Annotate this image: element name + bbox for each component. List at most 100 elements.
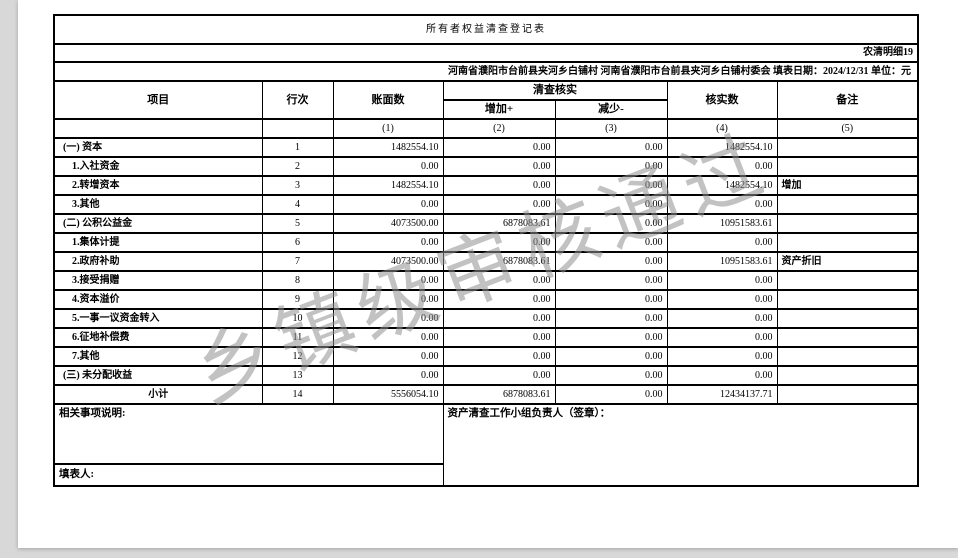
cell-row-no: 8 <box>261 270 334 291</box>
cell-verified: 0.00 <box>666 346 778 367</box>
notes-label: 相关事项说明: <box>59 408 126 419</box>
cell-decrease: 0.00 <box>554 289 668 310</box>
column-code-row: (1) (2) (3) (4) (5) <box>53 118 919 139</box>
cell-book-value: 4073500.00 <box>332 251 444 272</box>
cell-decrease: 0.00 <box>554 308 668 329</box>
cell-increase: 0.00 <box>442 137 556 158</box>
cell-remark <box>776 327 919 348</box>
cell-book-value: 0.00 <box>332 194 444 215</box>
table-row: (一) 资本 1 1482554.10 0.00 0.00 1482554.10 <box>53 137 919 158</box>
cell-book-value: 0.00 <box>332 270 444 291</box>
cell-item: 4.资本溢价 <box>53 289 263 310</box>
info-row: 河南省濮阳市台前县夹河乡白铺村 河南省濮阳市台前县夹河乡白铺村委会 填表日期：2… <box>53 61 919 82</box>
cell-book-value: 0.00 <box>332 289 444 310</box>
cell-increase: 0.00 <box>442 289 556 310</box>
table-row: 2.转增资本 3 1482554.10 0.00 0.00 1482554.10… <box>53 175 919 196</box>
cell-remark <box>776 308 919 329</box>
cell-increase: 0.00 <box>442 270 556 291</box>
cell-increase: 6878083.61 <box>442 251 556 272</box>
preparer-box: 填表人: <box>55 463 442 484</box>
cell-row-no: 5 <box>261 213 334 234</box>
cell-row-no: 1 <box>261 137 334 158</box>
cell-remark <box>776 137 919 158</box>
cell-item: 小计 <box>53 384 263 405</box>
header-item: 项目 <box>53 80 263 120</box>
doc-code-row: 农清明细19 <box>53 43 919 63</box>
cell-row-no: 9 <box>261 289 334 310</box>
cell-remark <box>776 346 919 367</box>
cell-row-no: 2 <box>261 156 334 177</box>
cell-row-no: 14 <box>261 384 334 405</box>
cell-increase: 6878083.61 <box>442 384 556 405</box>
cell-row-no: 3 <box>261 175 334 196</box>
cell-book-value: 5556054.10 <box>332 384 444 405</box>
cell-remark <box>776 384 919 405</box>
table-row: 3.接受捐赠 8 0.00 0.00 0.00 0.00 <box>53 270 919 291</box>
table-row: 3.其他 4 0.00 0.00 0.00 0.00 <box>53 194 919 215</box>
table-row: 6.征地补偿费 11 0.00 0.00 0.00 0.00 <box>53 327 919 348</box>
cell-increase: 6878083.61 <box>442 213 556 234</box>
cell-verified: 0.00 <box>666 327 778 348</box>
cell-item: 3.其他 <box>53 194 263 215</box>
table-row: (二) 公积公益金 5 4073500.00 6878083.61 0.00 1… <box>53 213 919 234</box>
cell-verified: 10951583.61 <box>666 213 778 234</box>
cell-decrease: 0.00 <box>554 194 668 215</box>
page-title: 所有者权益清查登记表 <box>53 14 919 45</box>
cell-remark <box>776 156 919 177</box>
code-cell: (5) <box>776 118 919 139</box>
cell-book-value: 0.00 <box>332 156 444 177</box>
footer-row: 相关事项说明: 填表人: 资产清查工作小组负责人（签章）： <box>53 403 919 487</box>
cell-item: 5.一事一议资金转入 <box>53 308 263 329</box>
header-row-no: 行次 <box>261 80 334 120</box>
cell-item: 6.征地补偿费 <box>53 327 263 348</box>
cell-item: 7.其他 <box>53 346 263 367</box>
table-row: (三) 未分配收益 13 0.00 0.00 0.00 0.00 <box>53 365 919 386</box>
table-row: 1.入社资金 2 0.00 0.00 0.00 0.00 <box>53 156 919 177</box>
cell-item: 1.入社资金 <box>53 156 263 177</box>
cell-book-value: 0.00 <box>332 308 444 329</box>
equity-inventory-table: 所有者权益清查登记表 农清明细19 河南省濮阳市台前县夹河乡白铺村 河南省濮阳市… <box>53 14 920 487</box>
cell-remark <box>776 289 919 310</box>
cell-book-value: 0.00 <box>332 327 444 348</box>
cell-verified: 1482554.10 <box>666 175 778 196</box>
table-row: 4.资本溢价 9 0.00 0.00 0.00 0.00 <box>53 289 919 310</box>
cell-verified: 12434137.71 <box>666 384 778 405</box>
cell-increase: 0.00 <box>442 365 556 386</box>
cell-remark: 增加 <box>776 175 919 196</box>
cell-row-no: 4 <box>261 194 334 215</box>
cell-decrease: 0.00 <box>554 232 668 253</box>
cell-decrease: 0.00 <box>554 270 668 291</box>
cell-increase: 0.00 <box>442 327 556 348</box>
cell-verified: 1482554.10 <box>666 137 778 158</box>
cell-item: 3.接受捐赠 <box>53 270 263 291</box>
cell-remark <box>776 365 919 386</box>
cell-item: (二) 公积公益金 <box>53 213 263 234</box>
notes-box: 相关事项说明: <box>55 406 442 463</box>
code-cell: (1) <box>332 118 444 139</box>
table-row: 7.其他 12 0.00 0.00 0.00 0.00 <box>53 346 919 367</box>
cell-item: (一) 资本 <box>53 137 263 158</box>
code-cell: (4) <box>666 118 778 139</box>
table-row: 1.集体计提 6 0.00 0.00 0.00 0.00 <box>53 232 919 253</box>
cell-row-no: 7 <box>261 251 334 272</box>
footer-right-cell: 资产清查工作小组负责人（签章）： <box>442 403 919 487</box>
cell-verified: 0.00 <box>666 194 778 215</box>
header-verify-group: 清查核实 <box>442 80 668 101</box>
cell-verified: 0.00 <box>666 270 778 291</box>
header-row-1: 项目 行次 账面数 清查核实 核实数 备注 <box>53 80 919 120</box>
cell-increase: 0.00 <box>442 175 556 196</box>
cell-book-value: 1482554.10 <box>332 137 444 158</box>
cell-book-value: 0.00 <box>332 365 444 386</box>
cell-item: 2.政府补助 <box>53 251 263 272</box>
report-page: 所有者权益清查登记表 农清明细19 河南省濮阳市台前县夹河乡白铺村 河南省濮阳市… <box>18 0 958 548</box>
title-row: 所有者权益清查登记表 <box>53 14 919 45</box>
preparer-label: 填表人: <box>59 469 94 480</box>
cell-decrease: 0.00 <box>554 384 668 405</box>
cell-book-value: 1482554.10 <box>332 175 444 196</box>
table-row: 2.政府补助 7 4073500.00 6878083.61 0.00 1095… <box>53 251 919 272</box>
cell-item: 1.集体计提 <box>53 232 263 253</box>
cell-verified: 0.00 <box>666 289 778 310</box>
cell-item: 2.转增资本 <box>53 175 263 196</box>
code-cell-empty <box>53 118 263 139</box>
